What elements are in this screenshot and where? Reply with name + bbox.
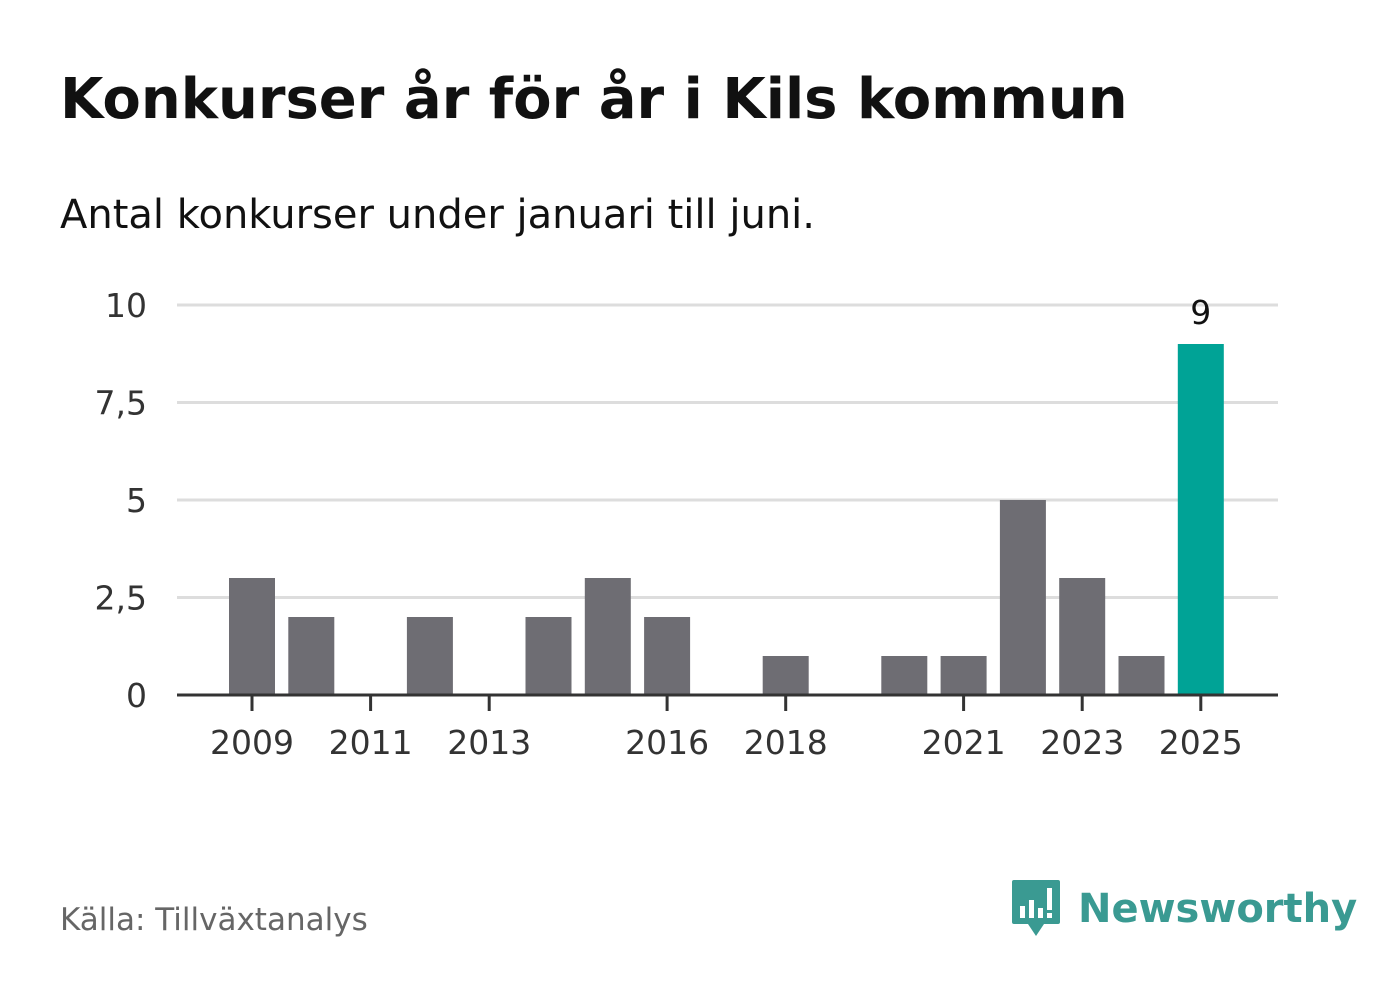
x-axis — [177, 693, 1278, 711]
y-axis-labels: 0 2,5 5 7,5 10 — [95, 286, 147, 715]
newsworthy-chart-icon — [1012, 880, 1060, 936]
x-tick-label: 2025 — [1159, 723, 1243, 762]
bar-2010 — [288, 617, 335, 695]
chart-title: Konkurser år för år i Kils kommun — [60, 67, 1128, 132]
x-tick-label: 2011 — [329, 723, 413, 762]
bars — [229, 344, 1224, 695]
bar-2015 — [584, 578, 631, 695]
data-label: 9 — [1190, 293, 1211, 332]
x-axis-labels: 2009 2011 2013 2016 2018 2021 2023 2025 — [210, 723, 1243, 762]
x-tick-label: 2013 — [447, 723, 531, 762]
y-tick-label: 2,5 — [95, 579, 147, 618]
chart-subtitle: Antal konkurser under januari till juni. — [60, 192, 815, 238]
bar-2022 — [999, 500, 1046, 695]
gridlines — [177, 303, 1278, 599]
bar-2016 — [644, 617, 691, 695]
newsworthy-logo: Newsworthy — [1010, 876, 1357, 942]
bar-2024 — [1118, 656, 1165, 695]
y-tick-label: 5 — [126, 481, 147, 520]
brand-name: Newsworthy — [1078, 886, 1358, 932]
bar-2025 — [1177, 344, 1224, 695]
x-tick-label: 2016 — [625, 723, 709, 762]
bar-2014 — [525, 617, 572, 695]
y-tick-label: 0 — [126, 676, 147, 715]
y-tick-label: 7,5 — [95, 384, 147, 423]
bar-2018 — [762, 656, 809, 695]
x-tick-label: 2021 — [922, 723, 1006, 762]
bar-2023 — [1059, 578, 1106, 695]
bar-2009 — [229, 578, 275, 695]
bar-2012 — [406, 617, 453, 695]
x-tick-label: 2023 — [1040, 723, 1124, 762]
bar-2021 — [940, 656, 987, 695]
data-labels: 9 — [1190, 293, 1211, 332]
source-note: Källa: Tillväxtanalys — [60, 902, 368, 938]
x-tick-label: 2018 — [744, 723, 828, 762]
y-tick-label: 10 — [105, 286, 147, 325]
x-tick-label: 2009 — [210, 723, 294, 762]
bar-2020 — [881, 656, 928, 695]
